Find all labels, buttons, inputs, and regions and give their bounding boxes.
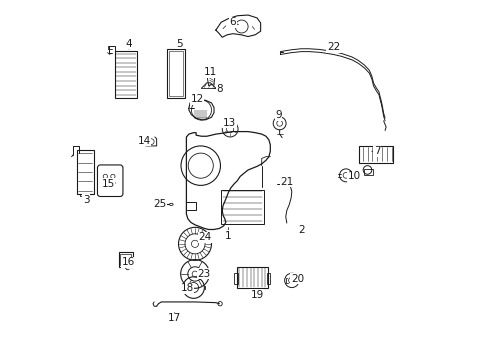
Text: 16: 16 — [121, 257, 134, 267]
Bar — [77, 149, 94, 194]
Text: 7: 7 — [373, 146, 380, 156]
Bar — [167, 49, 184, 98]
Text: 8: 8 — [216, 84, 222, 94]
Text: 22: 22 — [326, 42, 339, 52]
Text: 12: 12 — [190, 94, 203, 104]
Text: 2: 2 — [298, 225, 305, 235]
Bar — [363, 169, 372, 175]
Bar — [234, 273, 238, 284]
Bar — [169, 51, 183, 96]
Text: 15: 15 — [102, 179, 115, 189]
Bar — [221, 190, 264, 224]
Bar — [119, 252, 132, 267]
Text: 25: 25 — [153, 199, 166, 210]
Text: 11: 11 — [203, 67, 217, 77]
Text: 1: 1 — [224, 231, 231, 240]
Text: 3: 3 — [82, 195, 89, 205]
Text: 17: 17 — [167, 313, 181, 323]
Bar — [115, 51, 137, 98]
Bar — [236, 267, 267, 288]
Text: 13: 13 — [223, 118, 236, 128]
Text: 5: 5 — [176, 39, 182, 49]
Text: 21: 21 — [280, 177, 293, 187]
Text: 6: 6 — [229, 17, 236, 27]
Text: 20: 20 — [290, 274, 304, 284]
Text: 23: 23 — [197, 269, 210, 279]
Text: 9: 9 — [275, 111, 281, 121]
Bar — [266, 273, 270, 284]
Text: 24: 24 — [198, 232, 211, 242]
Bar — [359, 145, 392, 163]
Text: 18: 18 — [180, 283, 193, 293]
Text: 10: 10 — [346, 171, 360, 181]
Text: 14: 14 — [137, 136, 150, 145]
Text: 4: 4 — [125, 39, 132, 49]
Bar — [120, 254, 131, 265]
Text: 19: 19 — [250, 290, 263, 300]
